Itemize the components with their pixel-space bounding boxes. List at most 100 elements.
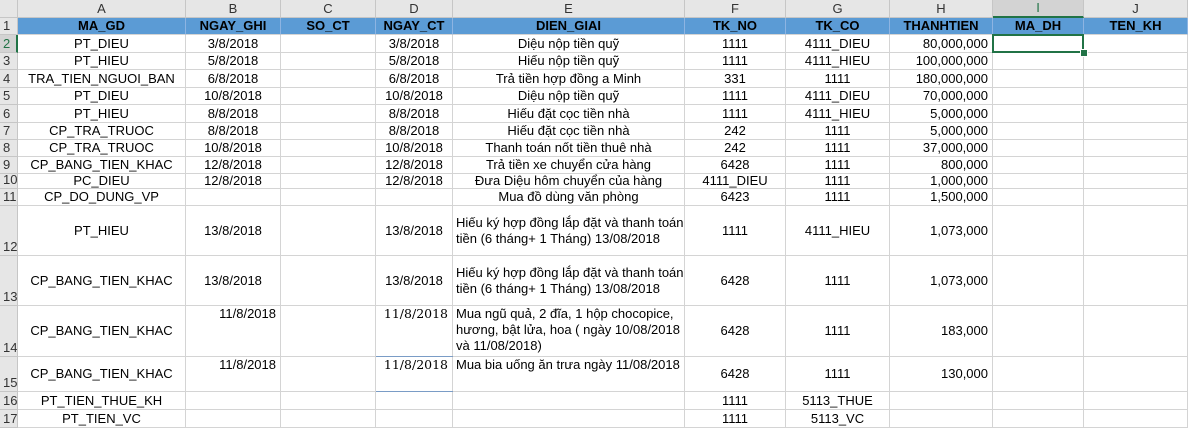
cell-b8[interactable]: 10/8/2018 [186,140,281,157]
cell-i9[interactable] [993,157,1084,174]
cell-i2[interactable] [993,35,1084,53]
cell-e15[interactable]: Mua bia uống ăn trưa ngày 11/08/2018 [453,357,685,392]
row-heading-3[interactable]: 3 [0,53,18,70]
cell-c3[interactable] [281,53,376,70]
cell-a16[interactable]: PT_TIEN_THUE_KH [18,392,186,410]
cell-b14[interactable]: 11/8/2018 [186,306,281,357]
column-heading-f[interactable]: F [685,0,786,18]
cell-d9[interactable]: 12/8/2018 [376,157,453,174]
cell-i4[interactable] [993,70,1084,88]
cell-i6[interactable] [993,105,1084,123]
header-cell-h[interactable]: THANHTIEN [890,18,993,35]
cell-a13[interactable]: CP_BANG_TIEN_KHAC [18,256,186,306]
cell-d2[interactable]: 3/8/2018 [376,35,453,53]
cell-e4[interactable]: Trả tiền hợp đồng a Minh [453,70,685,88]
cell-e9[interactable]: Trả tiền xe chuyển cửa hàng [453,157,685,174]
cell-g15[interactable]: 1111 [786,357,890,392]
cell-f8[interactable]: 242 [685,140,786,157]
cell-j13[interactable] [1084,256,1188,306]
cell-e13[interactable]: Hiếu ký hợp đồng lắp đặt và thanh toán t… [453,256,685,306]
cell-g17[interactable]: 5113_VC [786,410,890,428]
cell-d4[interactable]: 6/8/2018 [376,70,453,88]
row-heading-6[interactable]: 6 [0,105,18,123]
cell-j16[interactable] [1084,392,1188,410]
cell-d13[interactable]: 13/8/2018 [376,256,453,306]
cell-c16[interactable] [281,392,376,410]
cell-h16[interactable] [890,392,993,410]
cell-a10[interactable]: PC_DIEU [18,174,186,189]
cell-h10[interactable]: 1,000,000 [890,174,993,189]
cell-j11[interactable] [1084,189,1188,206]
header-cell-c[interactable]: SO_CT [281,18,376,35]
cell-g6[interactable]: 4111_HIEU [786,105,890,123]
cell-f7[interactable]: 242 [685,123,786,140]
row-heading-17[interactable]: 17 [0,410,18,428]
cell-h5[interactable]: 70,000,000 [890,88,993,105]
cell-j6[interactable] [1084,105,1188,123]
header-cell-f[interactable]: TK_NO [685,18,786,35]
cell-g2[interactable]: 4111_DIEU [786,35,890,53]
cell-i5[interactable] [993,88,1084,105]
cell-i11[interactable] [993,189,1084,206]
cell-j5[interactable] [1084,88,1188,105]
cell-e11[interactable]: Mua đồ dùng văn phòng [453,189,685,206]
row-heading-16[interactable]: 16 [0,392,18,410]
cell-f14[interactable]: 6428 [685,306,786,357]
cell-e14[interactable]: Mua ngũ quả, 2 đĩa, 1 hộp chocopice, hươ… [453,306,685,357]
row-heading-15[interactable]: 15 [0,357,18,392]
cell-j14[interactable] [1084,306,1188,357]
header-cell-b[interactable]: NGAY_GHI [186,18,281,35]
cell-c15[interactable] [281,357,376,392]
header-cell-i[interactable]: MA_DH [993,18,1084,35]
cell-d10[interactable]: 12/8/2018 [376,174,453,189]
cell-d5[interactable]: 10/8/2018 [376,88,453,105]
cell-g10[interactable]: 1111 [786,174,890,189]
select-all-corner[interactable] [0,0,18,18]
cell-e5[interactable]: Diệu nộp tiền quỹ [453,88,685,105]
cell-e3[interactable]: Hiếu nộp tiền quỹ [453,53,685,70]
cell-f12[interactable]: 1111 [685,206,786,256]
cell-d11[interactable] [376,189,453,206]
cell-f9[interactable]: 6428 [685,157,786,174]
cell-i13[interactable] [993,256,1084,306]
cell-j2[interactable] [1084,35,1188,53]
cell-j17[interactable] [1084,410,1188,428]
column-heading-b[interactable]: B [186,0,281,18]
cell-g8[interactable]: 1111 [786,140,890,157]
cell-g3[interactable]: 4111_HIEU [786,53,890,70]
cell-i8[interactable] [993,140,1084,157]
cell-a12[interactable]: PT_HIEU [18,206,186,256]
cell-e10[interactable]: Đưa Diệu hôm chuyển của hàng [453,174,685,189]
cell-h7[interactable]: 5,000,000 [890,123,993,140]
cell-d17[interactable] [376,410,453,428]
header-cell-j[interactable]: TEN_KH [1084,18,1188,35]
cell-d14[interactable]: 11/8/2018 [376,306,453,357]
cell-d16[interactable] [376,392,453,410]
cell-b10[interactable]: 12/8/2018 [186,174,281,189]
cell-j8[interactable] [1084,140,1188,157]
cell-i14[interactable] [993,306,1084,357]
cell-i15[interactable] [993,357,1084,392]
row-heading-11[interactable]: 11 [0,189,18,206]
row-heading-12[interactable]: 12 [0,206,18,256]
cell-j12[interactable] [1084,206,1188,256]
cell-g12[interactable]: 4111_HIEU [786,206,890,256]
row-heading-14[interactable]: 14 [0,306,18,357]
header-cell-g[interactable]: TK_CO [786,18,890,35]
cell-j7[interactable] [1084,123,1188,140]
cell-j10[interactable] [1084,174,1188,189]
row-heading-2[interactable]: 2 [0,35,18,53]
cell-d3[interactable]: 5/8/2018 [376,53,453,70]
cell-h4[interactable]: 180,000,000 [890,70,993,88]
row-heading-1[interactable]: 1 [0,18,18,35]
cell-c11[interactable] [281,189,376,206]
cell-g5[interactable]: 4111_DIEU [786,88,890,105]
cell-j9[interactable] [1084,157,1188,174]
cell-f11[interactable]: 6423 [685,189,786,206]
cell-f17[interactable]: 1111 [685,410,786,428]
cell-h9[interactable]: 800,000 [890,157,993,174]
column-heading-c[interactable]: C [281,0,376,18]
cell-g9[interactable]: 1111 [786,157,890,174]
cell-c10[interactable] [281,174,376,189]
cell-h13[interactable]: 1,073,000 [890,256,993,306]
